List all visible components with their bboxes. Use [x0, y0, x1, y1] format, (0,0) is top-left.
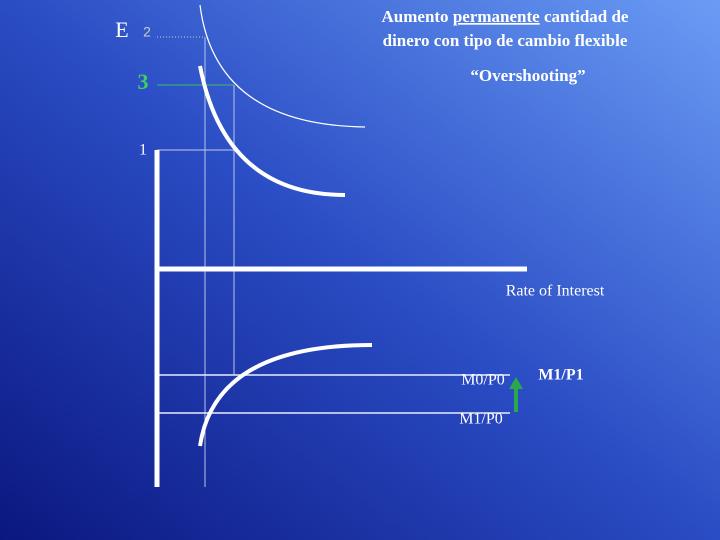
curve-label: M0/P0	[461, 372, 505, 389]
curve-label: M1/P1	[538, 367, 583, 384]
y-label: 2	[143, 24, 151, 40]
arrow-head	[509, 377, 523, 389]
y-label: 3	[138, 69, 149, 94]
y-label: 1	[139, 142, 147, 159]
title-word: Aumento	[382, 7, 449, 26]
title-line: Aumento permanente cantidad de	[382, 7, 629, 26]
curve	[198, 343, 373, 447]
title-word: permanente	[453, 7, 540, 26]
y-label: E	[115, 17, 128, 42]
curve	[199, 4, 366, 128]
title-line: dinero con tipo de cambio flexible	[383, 31, 628, 50]
subtitle: “Overshooting”	[470, 66, 585, 85]
curve	[198, 65, 346, 197]
title-word: cantidad de	[544, 7, 629, 26]
axis-label: Rate of Interest	[506, 283, 605, 300]
curve-label: M1/P0	[459, 411, 503, 428]
